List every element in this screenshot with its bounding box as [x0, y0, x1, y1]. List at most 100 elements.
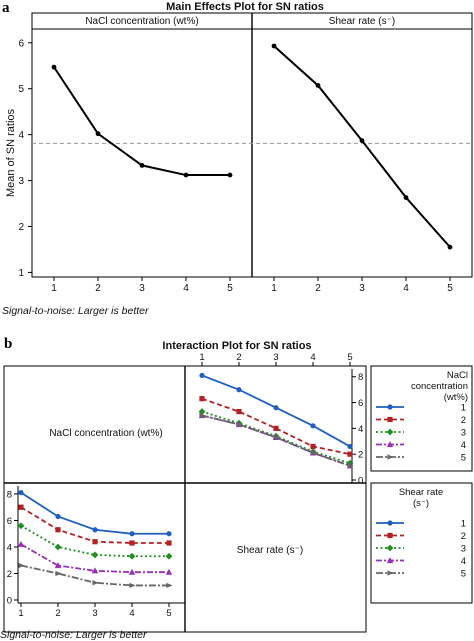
panel-a-plot: 1 2 3 4 5 6 1 2 3 4 5 1 2 3 4 5: [18, 38, 472, 294]
panel-b-point: [165, 568, 173, 575]
legend-swatch-marker: [387, 532, 393, 539]
panel-b-title: Interaction Plot for SN ratios: [162, 340, 311, 352]
panel-b-ytick-label: 0: [7, 596, 12, 607]
panel-b-xtick-label: 1: [199, 352, 204, 363]
panel-a-point: [139, 163, 145, 168]
legend-swatch-marker: [387, 520, 393, 526]
panel-b-point: [54, 543, 62, 551]
panel-b-point: [165, 552, 173, 560]
panel-a-xtick-label: 1: [271, 283, 277, 294]
panel-b-series-line: [201, 397, 351, 456]
legend-nacl-title-line: concentration: [411, 381, 468, 392]
panel-a-title: Main Effects Plot for SN ratios: [166, 1, 324, 13]
panel-a-point: [227, 172, 233, 178]
panel-b-point: [236, 387, 242, 393]
panel-b-point: [18, 562, 25, 569]
panel-b-ytick-label: 4: [358, 424, 363, 435]
panel-a-point: [271, 43, 277, 49]
panel-b-point: [129, 582, 136, 589]
panel-a-letter: a: [2, 0, 10, 16]
panel-b-point: [166, 540, 172, 546]
panel-b-xtick-label: 5: [347, 352, 352, 363]
panel-b-point: [54, 562, 62, 569]
panel-b-point: [310, 450, 317, 456]
panel-a-xtick-label: 5: [227, 283, 233, 294]
panel-b-ytick-label: 2: [358, 450, 363, 461]
panel-b-ytick-label: 0: [358, 476, 363, 487]
panel-b-point: [128, 552, 136, 560]
panel-a-xtick-label: 4: [403, 283, 409, 294]
legend-nacl-title-line: NaCl: [447, 370, 468, 381]
legend-shear-title-line: Shear rate: [399, 487, 443, 498]
panel-b-xtick-label: 4: [310, 352, 315, 363]
panel-a-xtick-label: 3: [359, 283, 365, 294]
panel-b-point: [91, 567, 99, 574]
panel-b-xtick-label: 1: [18, 608, 23, 619]
panel-b-series-line: [20, 524, 169, 558]
legend-entry-label: 5: [461, 453, 466, 464]
legend-shear-title: Shear rate(s⁻): [399, 487, 443, 509]
legend-swatch-marker: [387, 454, 394, 460]
panel-b-point: [55, 527, 61, 533]
panel-a-header-shear: Shear rate (s⁻): [329, 16, 395, 27]
legend-entry-label: 2: [461, 531, 466, 542]
panel-b-point: [198, 408, 206, 415]
panel-a-point: [403, 195, 409, 200]
panel-b-xtick-label: 5: [166, 608, 171, 619]
panel-a-ytick-label: 1: [18, 268, 24, 279]
legend-swatch-marker: [386, 441, 394, 448]
legend-shear-title-line: (s⁻): [413, 498, 429, 509]
panel-b-ytick-label: 8: [358, 372, 363, 383]
panel-b-point: [55, 570, 62, 577]
legend-swatch-marker: [387, 404, 393, 410]
panel-b-diag-nacl: NaCl concentration (wt%): [49, 428, 162, 439]
panel-b-xtick-label: 2: [55, 608, 60, 619]
panel-b-xtick-label: 4: [129, 608, 134, 619]
panel-b-point: [347, 443, 353, 450]
panel-b-ytick-label: 2: [7, 569, 12, 580]
legend-shear-box: [370, 482, 473, 604]
panel-b-point: [18, 490, 24, 496]
panel-b-point: [199, 396, 205, 402]
panel-b-footnote: Signal-to-noise: Larger is better: [0, 629, 147, 641]
panel-b-point: [199, 372, 205, 379]
panel-b-point: [273, 434, 280, 441]
panel-b-ytick-label: 4: [7, 542, 12, 553]
panel-b-point: [129, 531, 135, 537]
panel-a-point: [95, 131, 101, 137]
panel-b-point: [91, 551, 99, 559]
panel-a-xtick-label: 3: [139, 283, 145, 294]
panel-a-series-line: [53, 66, 230, 177]
panel-b-point: [310, 443, 316, 450]
panel-a-series-line: [273, 45, 451, 248]
panel-b-point: [347, 451, 353, 457]
panel-b-point: [347, 463, 354, 469]
panel-a-xtick-label: 4: [183, 283, 189, 294]
panel-b-xtick-label: 3: [273, 352, 278, 363]
panel-b-letter: b: [4, 336, 12, 352]
legend-entry-label: 1: [461, 519, 466, 530]
panel-b-point: [236, 421, 243, 428]
panel-a-ytick-label: 4: [18, 130, 24, 141]
panel-a-ytick-label: 3: [18, 176, 24, 187]
panel-b-point: [92, 580, 99, 586]
panel-b-point: [166, 531, 172, 537]
panel-a-ytick-label: 5: [18, 84, 24, 95]
panel-b-point: [92, 539, 98, 545]
panel-a-ylabel: Mean of SN ratios: [5, 108, 17, 197]
legend-swatch-marker: [387, 416, 393, 423]
panel-b-ytick-label: 6: [358, 398, 363, 409]
panel-b-point: [236, 408, 242, 415]
panel-b-xtick-label: 2: [236, 352, 241, 363]
panel-b-xtick-label: 3: [92, 608, 97, 619]
legend-entry-label: 4: [461, 440, 466, 451]
legend-entry-label: 1: [461, 403, 466, 414]
legend-entry-label: 4: [461, 556, 466, 567]
panel-a-ytick-label: 6: [18, 38, 24, 49]
legend-swatch-marker: [386, 544, 394, 552]
panel-a-xtick-label: 5: [447, 283, 453, 294]
